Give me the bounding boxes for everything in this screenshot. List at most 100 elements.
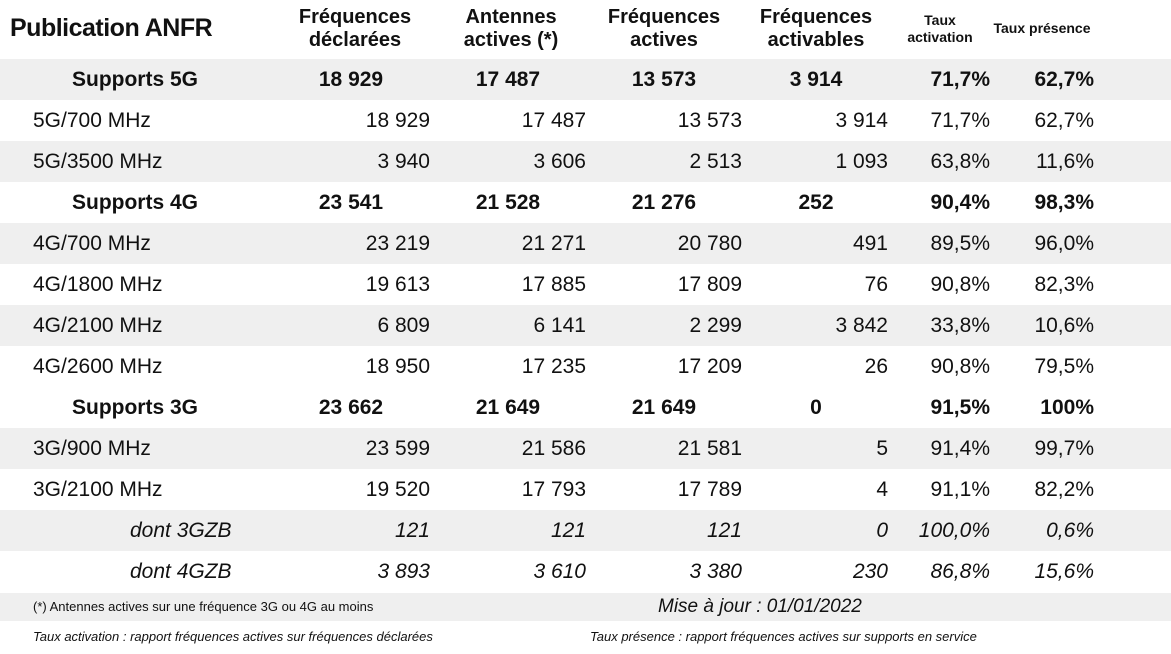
cell-actives: 2 513 [689,150,742,173]
cell-activables: 1 093 [835,150,888,173]
footnote-antennes: (*) Antennes actives sur une fréquence 3… [33,599,374,614]
cell-taux-presence: 79,5% [1034,355,1094,378]
cell-antennes: 17 235 [521,355,586,378]
summary-row: Supports 5G 18 929 17 487 13 573 3 914 71,7% 6… [0,59,1171,100]
cell-taux-presence: 82,2% [1034,478,1094,501]
cell-taux-activation: 71,7% [930,68,990,91]
table-header: Publication ANFR Fréquences déclarées An… [0,0,1171,59]
table-row: 4G/1800 MHz 19 613 17 885 17 809 76 90,8% 82,3… [0,264,1171,305]
cell-declarees: 6 809 [377,314,430,337]
cell-activables: 4 [876,478,888,501]
cell-antennes: 21 586 [521,437,586,460]
cell-antennes: 3 606 [533,150,586,173]
cell-declarees: 23 541 [318,191,384,214]
cell-actives: 20 780 [677,232,742,255]
table-row: 4G/700 MHz 23 219 21 271 20 780 491 89,5% 96,0… [0,223,1171,264]
cell-taux-presence: 82,3% [1034,273,1094,296]
header-frequences-declarees: Fréquences déclarées [298,6,412,51]
row-label: 4G/2600 MHz [33,355,163,378]
cell-taux-activation: 33,8% [930,314,990,337]
cell-actives: 17 209 [677,355,742,378]
cell-declarees: 23 219 [365,232,430,255]
cell-activables: 26 [864,355,888,378]
cell-antennes: 21 649 [475,396,541,419]
table-row: dont 4GZB 3 893 3 610 3 380 230 86,8% 15,6% [0,551,1171,592]
cell-activables: 491 [852,232,888,255]
cell-declarees: 23 662 [318,396,384,419]
cell-taux-activation: 91,4% [930,437,990,460]
cell-taux-activation: 91,5% [930,396,990,419]
row-label: dont 3GZB [130,519,232,542]
cell-actives: 21 649 [631,396,697,419]
cell-declarees: 19 613 [365,273,430,296]
cell-declarees: 18 929 [318,68,384,91]
cell-taux-presence: 15,6% [1034,560,1094,583]
row-label: dont 4GZB [130,560,232,583]
header-frequences-activables: Fréquences activables [759,6,873,51]
cell-actives: 3 380 [689,560,742,583]
cell-taux-presence: 99,7% [1034,437,1094,460]
cell-activables: 3 914 [835,109,888,132]
cell-taux-activation: 71,7% [930,109,990,132]
cell-declarees: 3 893 [377,560,430,583]
cell-actives: 13 573 [631,68,697,91]
row-label: 3G/900 MHz [33,437,151,460]
row-label: 5G/3500 MHz [33,150,163,173]
header-frequences-actives: Fréquences actives [607,6,721,51]
cell-antennes: 121 [550,519,586,542]
cell-antennes: 21 528 [475,191,541,214]
cell-taux-presence: 0,6% [1046,519,1094,542]
cell-actives: 21 581 [677,437,742,460]
table-row: 3G/2100 MHz 19 520 17 793 17 789 4 91,1% 82,2% [0,469,1171,510]
cell-activables: 3 842 [835,314,888,337]
cell-taux-presence: 62,7% [1034,68,1094,91]
cell-taux-activation: 90,4% [930,191,990,214]
cell-antennes: 17 885 [521,273,586,296]
table-row: 4G/2600 MHz 18 950 17 235 17 209 26 90,8% 79,5… [0,346,1171,387]
page-title: Publication ANFR [10,14,213,42]
cell-antennes: 17 487 [521,109,586,132]
cell-taux-presence: 62,7% [1034,109,1094,132]
cell-actives: 121 [706,519,742,542]
footer-notes: (*) Antennes actives sur une fréquence 3… [0,593,1171,621]
cell-declarees: 121 [394,519,430,542]
row-label: 4G/1800 MHz [33,273,163,296]
table-row: 4G/2100 MHz 6 809 6 141 2 299 3 842 33,8% 10,6… [0,305,1171,346]
cell-activables: 76 [864,273,888,296]
cell-activables: 0 [876,519,888,542]
update-date: Mise à jour : 01/01/2022 [658,596,862,617]
cell-taux-activation: 100,0% [918,519,990,542]
cell-taux-activation: 86,8% [930,560,990,583]
cell-taux-activation: 89,5% [930,232,990,255]
row-label: Supports 3G [71,396,198,419]
definition-taux-presence: Taux présence : rapport fréquences activ… [590,629,977,644]
header-taux-presence: Taux présence [993,20,1091,36]
cell-actives: 17 789 [677,478,742,501]
row-label: 4G/700 MHz [33,232,151,255]
definition-taux-activation: Taux activation : rapport fréquences act… [33,629,433,644]
header-antennes-actives: Antennes actives (*) [463,6,559,51]
row-label: 5G/700 MHz [33,109,151,132]
footer-definitions: Taux activation : rapport fréquences act… [0,621,1171,654]
header-taux-activation: Taux activation [907,12,973,45]
cell-activables: 252 [798,191,834,214]
cell-actives: 2 299 [689,314,742,337]
cell-actives: 17 809 [677,273,742,296]
cell-declarees: 18 929 [365,109,430,132]
cell-actives: 13 573 [677,109,742,132]
cell-declarees: 19 520 [365,478,430,501]
cell-activables: 5 [876,437,888,460]
summary-row: Supports 4G 23 541 21 528 21 276 252 90,4% 98,… [0,182,1171,223]
cell-taux-presence: 100% [1040,396,1094,419]
cell-taux-presence: 96,0% [1034,232,1094,255]
cell-taux-activation: 90,8% [930,355,990,378]
cell-taux-presence: 11,6% [1036,150,1094,173]
cell-declarees: 18 950 [365,355,430,378]
cell-antennes: 17 793 [521,478,586,501]
row-label: Supports 4G [71,191,198,214]
cell-taux-activation: 91,1% [930,478,990,501]
cell-actives: 21 276 [631,191,697,214]
cell-activables: 230 [852,560,888,583]
table-row: 5G/3500 MHz 3 940 3 606 2 513 1 093 63,8% 11,6… [0,141,1171,182]
cell-taux-activation: 63,8% [930,150,990,173]
